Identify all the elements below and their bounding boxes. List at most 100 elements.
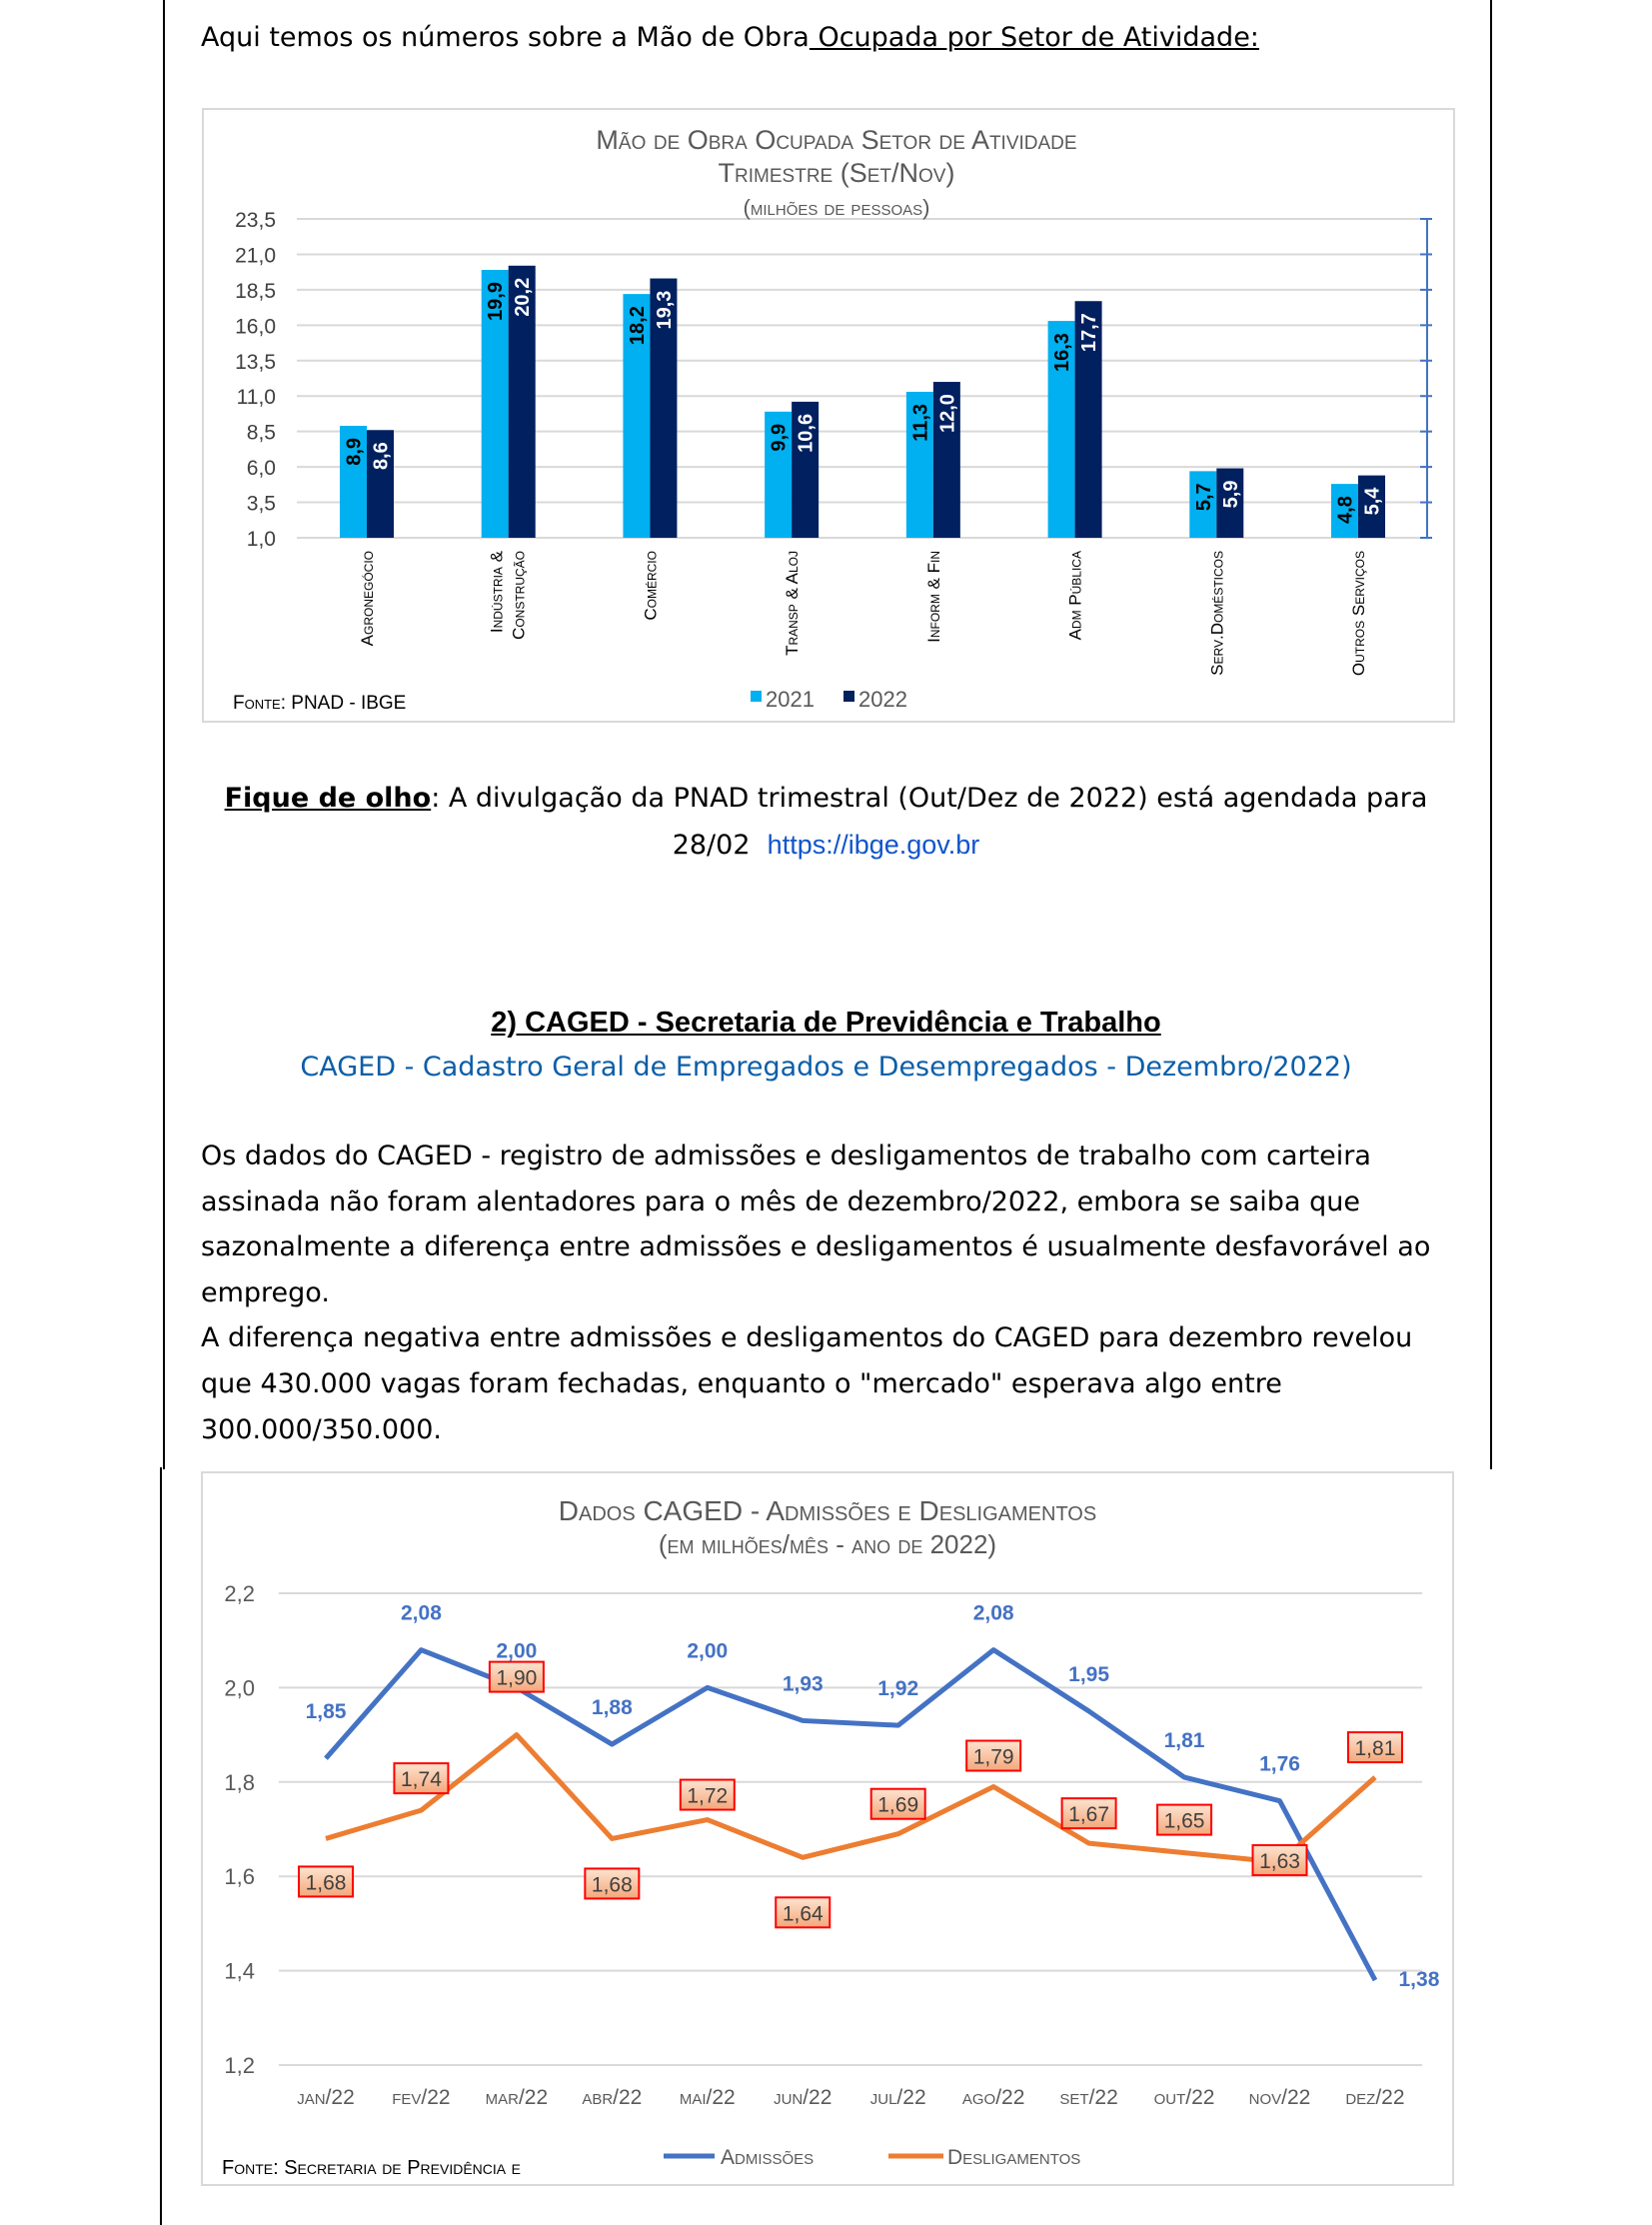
desligamentos-label-box <box>298 1865 354 1898</box>
y-tick-label: 8,5 <box>247 422 276 445</box>
paragraph-line: que 430.000 vagas foram fechadas, enquan… <box>201 1368 1282 1399</box>
note-text: : A divulgação da PNAD trimestral (Out/D… <box>431 783 1428 814</box>
chart-source: Fonte: Secretaria de Previdência e <box>222 2157 521 2179</box>
bar-data-label: 5,9 <box>1220 481 1242 509</box>
bar-2022 <box>1216 468 1244 538</box>
y-tick-label: 11,0 <box>237 386 276 409</box>
desligamentos-data-label: 1,90 <box>496 1667 537 1690</box>
x-tick-label: jan/22 <box>297 2086 355 2109</box>
y-tick-label: 6,0 <box>247 457 276 480</box>
bar-2022 <box>1358 475 1385 538</box>
legend-label-2021: 2021 <box>766 687 815 712</box>
section-subtitle: CAGED - Cadastro Geral de Empregados e D… <box>300 1052 1352 1083</box>
desligamentos-data-label: 1,67 <box>1068 1803 1109 1826</box>
intro-text: Aqui temos os números sobre a Mão de Obr… <box>201 22 1259 53</box>
paragraph-line: Os dados do CAGED - registro de admissõe… <box>201 1140 1371 1171</box>
bar-data-label: 5,4 <box>1362 487 1384 516</box>
admissoes-data-label: 1,76 <box>1259 1753 1300 1776</box>
bar-2022 <box>1074 301 1102 538</box>
category-label: Adm Pública <box>1066 551 1085 640</box>
category-label: Indústria & <box>488 550 507 633</box>
series-line-admissoes <box>324 1647 1378 1982</box>
desligamentos-label-box <box>775 1896 831 1929</box>
desligamentos-label-box <box>584 1867 641 1900</box>
desligamentos-label-box <box>393 1762 450 1795</box>
y-tick-label: 2,0 <box>224 1675 255 1700</box>
desligamentos-data-label: 1,68 <box>592 1873 633 1896</box>
note-line-1: Fique de olho: A divulgação da PNAD trim… <box>0 783 1652 814</box>
intro-prefix: Aqui temos os números sobre a Mão de Obr… <box>201 22 810 53</box>
y-tick-label: 1,8 <box>224 1770 255 1795</box>
admissoes-data-label: 2,00 <box>496 1639 537 1662</box>
bar-2021 <box>1331 484 1358 538</box>
admissoes-data-label: 1,95 <box>1068 1663 1109 1686</box>
bar-data-label: 10,6 <box>796 414 818 453</box>
section-heading-text: 2) CAGED - Secretaria de Previdência e T… <box>491 1007 1161 1039</box>
chart-caged-svg: 1,2 1,4 1,6 1,8 2,0 2,2 jan/22 fev/22 mar/22 abr/… <box>222 1495 1440 2179</box>
chart-title-line: (em milhões/mês - ano de 2022) <box>659 1529 996 1559</box>
bar-2021 <box>481 270 509 538</box>
chart-caged: 1,2 1,4 1,6 1,8 2,0 2,2 jan/22 fev/22 mar/22 abr/… <box>201 1471 1454 2186</box>
x-tick-label: abr/22 <box>582 2086 642 2109</box>
y-tick-label: 21,0 <box>235 244 276 267</box>
y-tick-label: 1,0 <box>247 528 276 551</box>
desligamentos-label-box <box>1251 1844 1308 1877</box>
bar-2021 <box>623 294 651 538</box>
category-label: Inform & Fin <box>924 551 943 643</box>
bar-data-label: 16,3 <box>1051 333 1073 372</box>
bar-2022 <box>932 382 960 538</box>
desligamentos-label-box <box>869 1787 926 1820</box>
bar-data-label: 19,3 <box>654 291 676 330</box>
chart-title-line: Trimestre (Set/Nov) <box>719 158 955 188</box>
paragraph-line: A diferença negativa entre admissões e d… <box>201 1322 1413 1354</box>
desligamentos-label-box <box>488 1660 545 1693</box>
ibge-link[interactable]: https://ibge.gov.br <box>767 830 980 860</box>
x-tick-label: mai/22 <box>680 2086 736 2109</box>
admissoes-data-label: 2,08 <box>973 1602 1014 1625</box>
desligamentos-label-box <box>679 1778 736 1811</box>
admissoes-data-label: 1,85 <box>306 1700 347 1723</box>
y-tick-label: 1,2 <box>224 2053 255 2078</box>
category-label: Serv.Domésticos <box>1207 551 1226 676</box>
admissoes-data-label: 1,93 <box>783 1672 824 1695</box>
x-tick-label: out/22 <box>1154 2086 1215 2109</box>
page-border-left <box>163 0 165 1469</box>
desligamentos-label-box <box>1156 1803 1213 1836</box>
paragraph-line: emprego. <box>201 1276 330 1308</box>
chart-title-line: Dados CAGED - Admissões e Desligamentos <box>559 1495 1096 1526</box>
bar-data-label: 9,9 <box>769 424 791 452</box>
x-tick-label: ago/22 <box>962 2086 1025 2109</box>
legend-swatch-2021 <box>751 691 762 702</box>
bar-data-label: 19,9 <box>485 282 507 321</box>
y-tick-label: 1,6 <box>224 1864 255 1889</box>
category-label: Outros Serviços <box>1349 551 1368 676</box>
bar-data-label: 11,3 <box>909 404 931 442</box>
x-tick-label: jul/22 <box>870 2086 926 2109</box>
y-tick-label: 1,4 <box>224 1959 255 1984</box>
admissoes-data-label: 1,38 <box>1399 1968 1440 1991</box>
note-label: Fique de olho <box>224 783 432 814</box>
x-tick-label: mar/22 <box>486 2086 549 2109</box>
desligamentos-label-box <box>965 1739 1022 1772</box>
desligamentos-data-label: 1,65 <box>1164 1810 1205 1833</box>
admissoes-data-label: 1,88 <box>592 1696 633 1719</box>
bar-2021 <box>905 391 933 538</box>
desligamentos-data-label: 1,68 <box>306 1871 347 1894</box>
bar-data-label: 8,9 <box>344 438 366 466</box>
bar-data-label: 18,2 <box>627 306 649 345</box>
x-tick-label: set/22 <box>1059 2086 1117 2109</box>
chart-mao-de-obra-svg: 1,0 3,5 6,0 8,5 11,0 13,5 16,0 18,5 21,0 23,5 8,9 8… <box>233 125 1432 714</box>
y-tick-label: 3,5 <box>247 493 276 516</box>
bar-data-label: 8,6 <box>371 442 393 470</box>
chart-source: Fonte: PNAD - IBGE <box>233 693 406 714</box>
legend-label-desligamentos: Desligamentos <box>947 2146 1080 2169</box>
x-tick-label: jun/22 <box>774 2086 831 2109</box>
y-tick-label: 13,5 <box>235 351 276 374</box>
bar-data-label: 17,7 <box>1078 313 1100 352</box>
desligamentos-data-label: 1,64 <box>783 1902 824 1925</box>
admissoes-data-label: 1,92 <box>877 1677 918 1700</box>
bar-data-label: 5,7 <box>1193 483 1215 511</box>
bar-2022 <box>650 278 678 538</box>
paragraph-line: sazonalmente a diferença entre admissões… <box>201 1231 1431 1263</box>
bar-data-label: 20,2 <box>512 278 534 317</box>
